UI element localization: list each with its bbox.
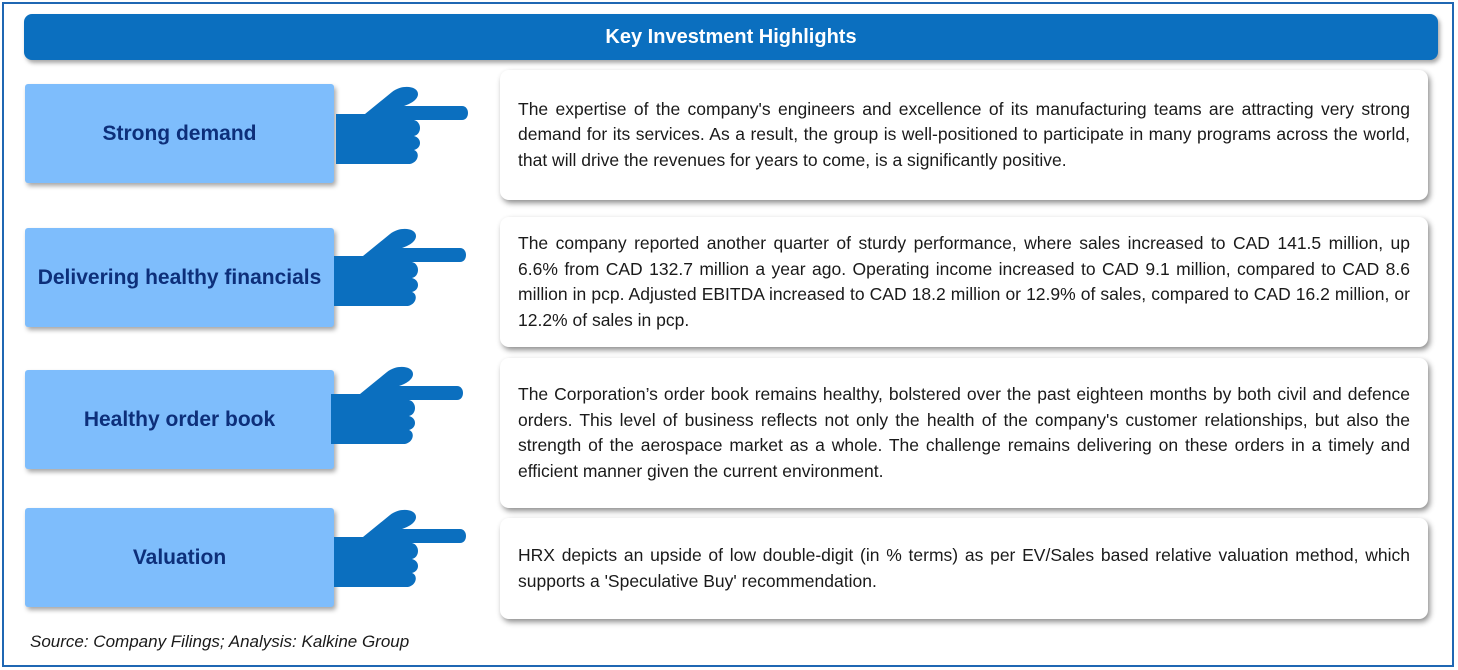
highlight-label-text: Healthy order book <box>83 407 276 431</box>
highlight-card: The company reported another quarter of … <box>500 217 1428 347</box>
highlight-card: HRX depicts an upside of low double-digi… <box>500 518 1428 619</box>
highlight-card: The Corporation’s order book remains hea… <box>500 358 1428 508</box>
highlight-label-strong-demand: Strong demand <box>25 84 334 183</box>
pointing-hand-icon <box>334 228 466 306</box>
highlight-description: The Corporation’s order book remains hea… <box>518 384 1410 481</box>
highlight-label-text: Valuation <box>132 545 227 569</box>
highlight-card: The expertise of the company's engineers… <box>500 70 1428 200</box>
pointing-hand-icon <box>334 509 466 587</box>
pointing-hand-icon <box>336 86 468 164</box>
highlight-label-text: Delivering healthy financials <box>37 265 322 289</box>
section-header: Key Investment Highlights <box>24 14 1438 60</box>
highlight-label-text: Strong demand <box>102 121 257 145</box>
section-title: Key Investment Highlights <box>605 25 857 48</box>
highlight-label-order-book: Healthy order book <box>25 370 334 469</box>
highlight-label-healthy-financials: Delivering healthy financials <box>25 228 334 327</box>
pointing-hand-icon <box>331 366 463 444</box>
highlight-description: The expertise of the company's engineers… <box>518 98 1410 170</box>
source-note: Source: Company Filings; Analysis: Kalki… <box>30 632 410 651</box>
highlight-label-valuation: Valuation <box>25 508 334 607</box>
highlight-description: HRX depicts an upside of low double-digi… <box>518 545 1410 591</box>
highlight-description: The company reported another quarter of … <box>518 233 1410 330</box>
